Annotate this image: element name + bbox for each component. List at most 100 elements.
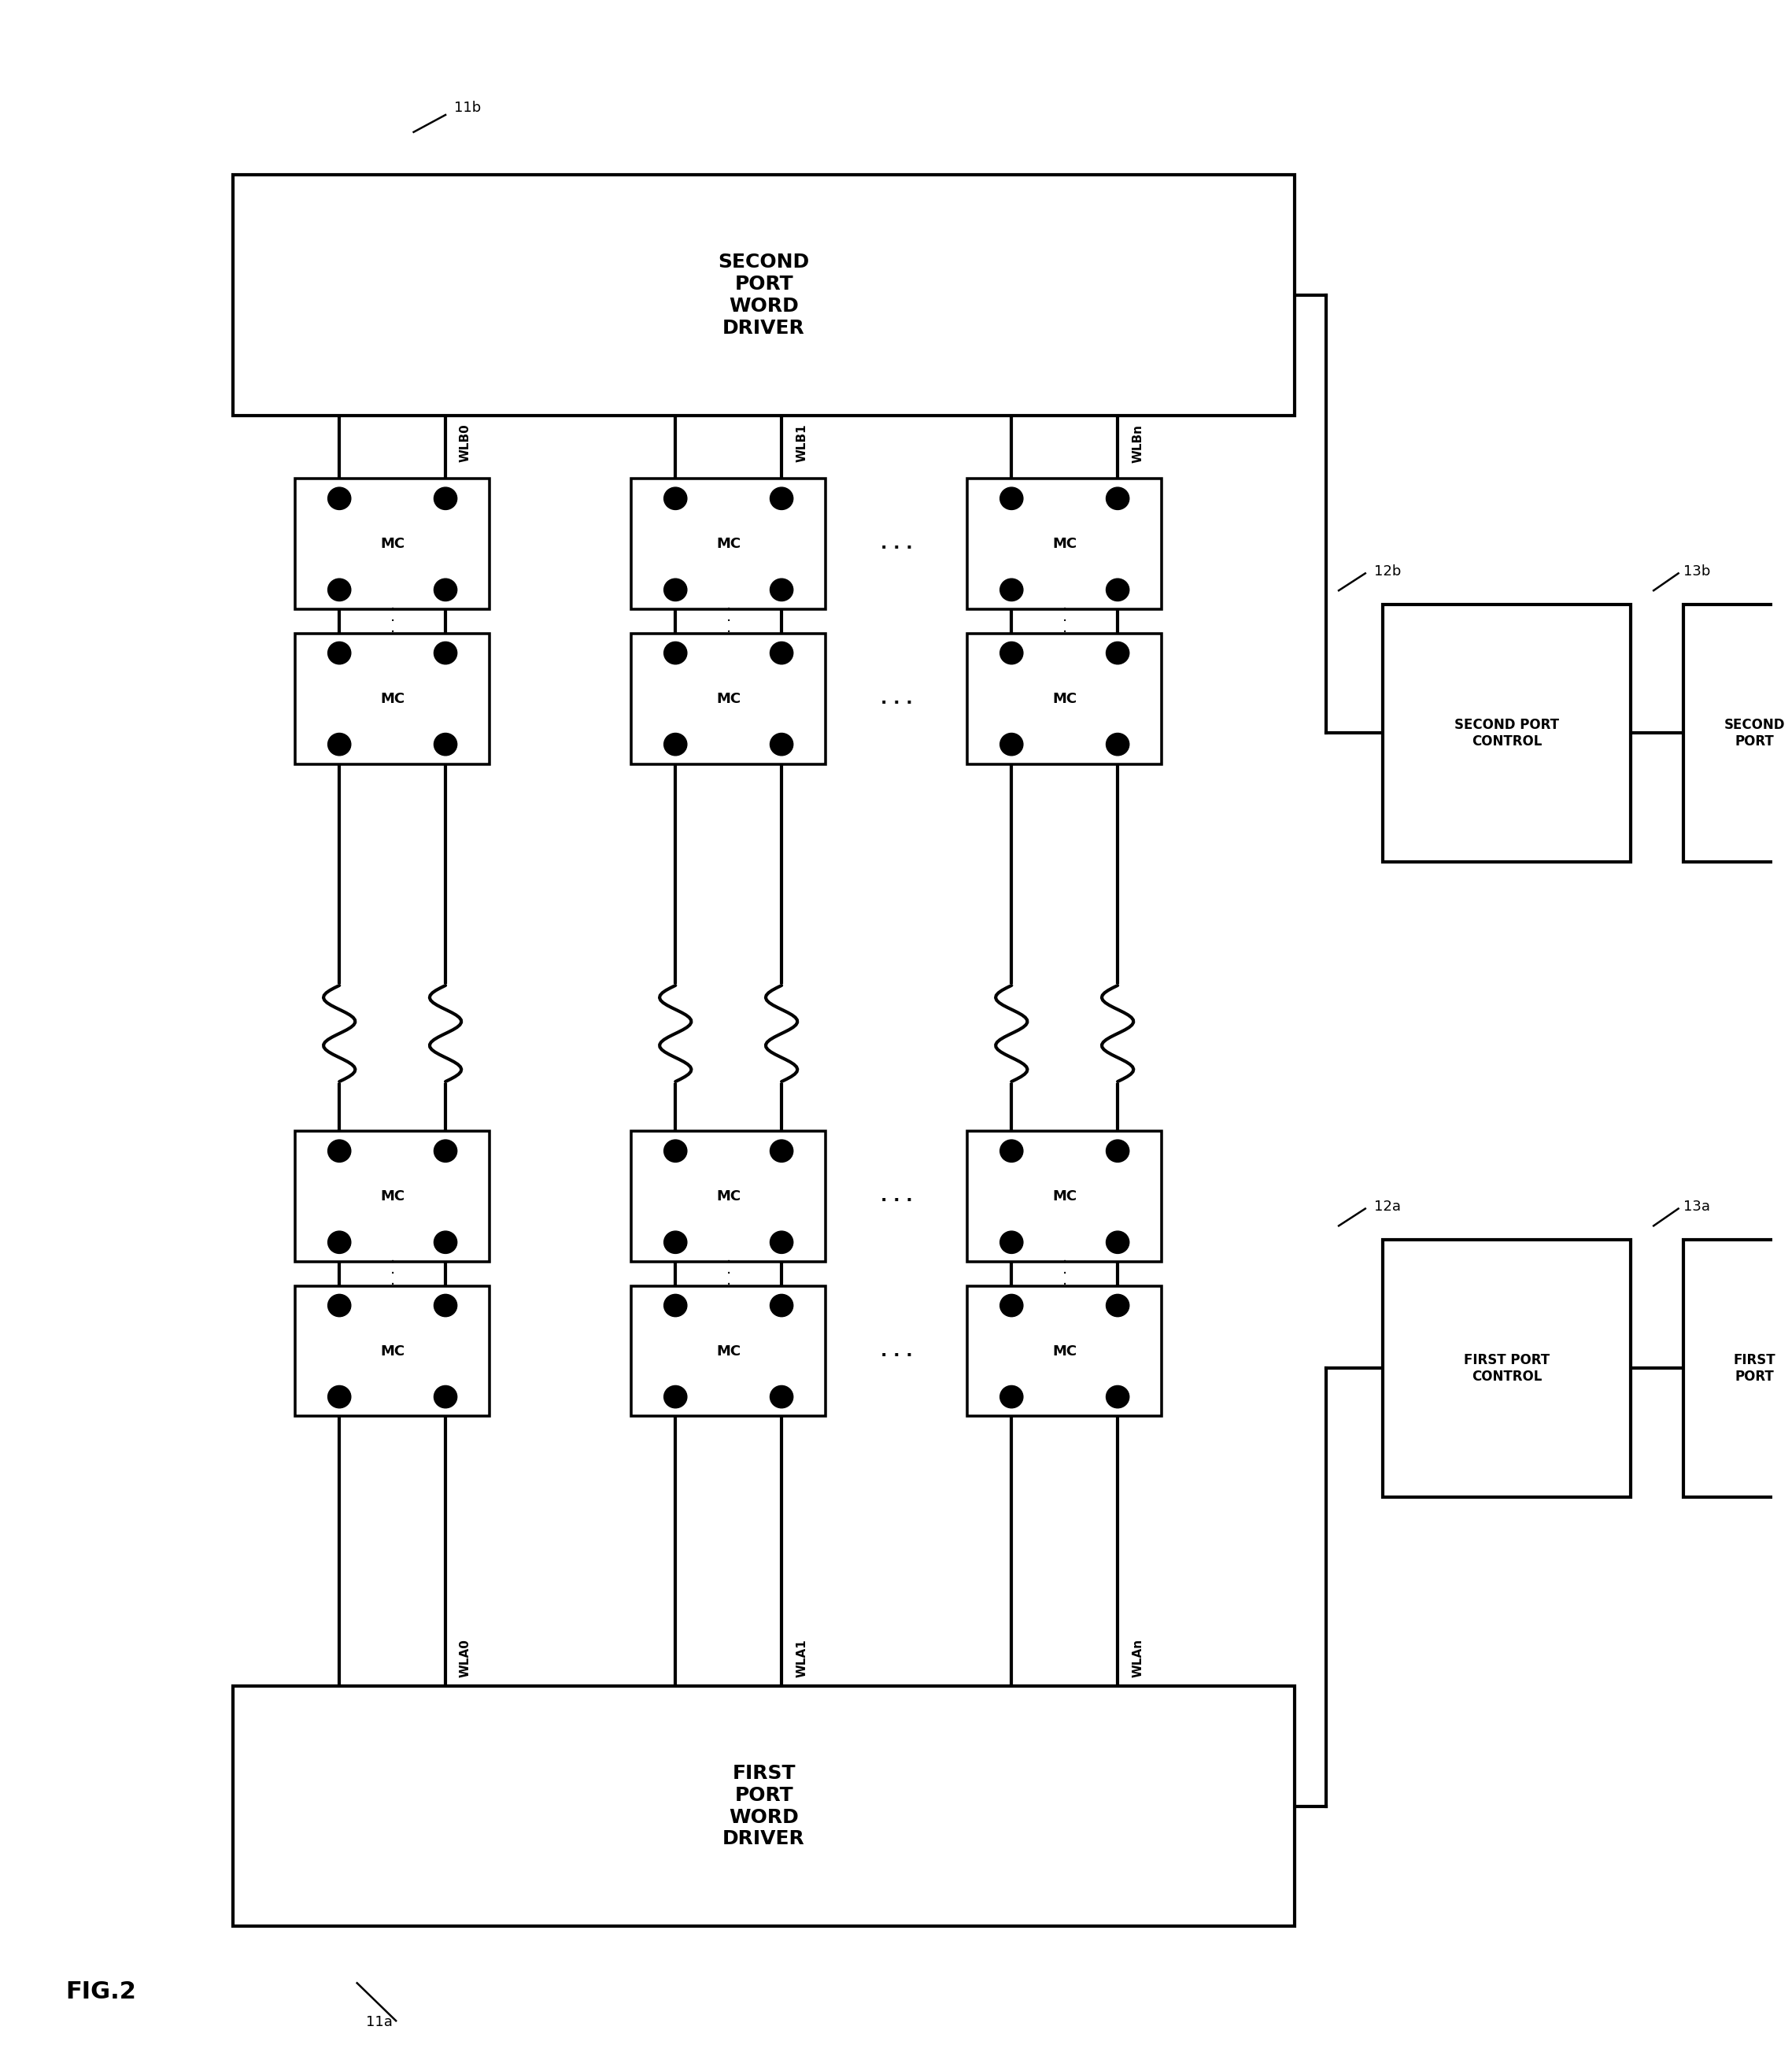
Circle shape	[665, 488, 686, 511]
Circle shape	[771, 1139, 794, 1162]
Text: MC: MC	[380, 537, 405, 552]
Bar	[296, 633, 489, 765]
Circle shape	[665, 643, 686, 664]
Text: WLB0: WLB0	[459, 424, 471, 463]
Circle shape	[1000, 1139, 1023, 1162]
Circle shape	[771, 734, 794, 757]
Text: 12b: 12b	[1374, 564, 1401, 579]
Circle shape	[771, 1385, 794, 1408]
Bar	[968, 1286, 1161, 1416]
Circle shape	[1106, 1385, 1129, 1408]
Circle shape	[328, 734, 351, 757]
Bar	[631, 633, 826, 765]
Text: 13b: 13b	[1684, 564, 1711, 579]
Circle shape	[1000, 488, 1023, 511]
Text: MC: MC	[380, 692, 405, 705]
Text: MC: MC	[717, 1344, 740, 1358]
Text: . . .: . . .	[880, 690, 912, 707]
Circle shape	[434, 734, 457, 757]
Circle shape	[665, 1294, 686, 1317]
Circle shape	[328, 643, 351, 664]
Bar	[968, 480, 1161, 610]
Text: FIG.2: FIG.2	[65, 1980, 136, 2003]
Text: MC: MC	[1052, 1189, 1077, 1203]
Text: FIRST PORT
CONTROL: FIRST PORT CONTROL	[1464, 1354, 1550, 1383]
Circle shape	[434, 1294, 457, 1317]
Circle shape	[1106, 734, 1129, 757]
Text: WLA0: WLA0	[459, 1639, 471, 1678]
Text: FIRST
PORT: FIRST PORT	[1733, 1354, 1776, 1383]
Circle shape	[434, 1139, 457, 1162]
Text: ·
·
·: · · ·	[1063, 601, 1066, 641]
Text: MC: MC	[380, 1344, 405, 1358]
Text: MC: MC	[1052, 537, 1077, 552]
Circle shape	[771, 1232, 794, 1253]
Circle shape	[771, 1294, 794, 1317]
Text: MC: MC	[1052, 692, 1077, 705]
Circle shape	[328, 579, 351, 601]
Circle shape	[1106, 488, 1129, 511]
Circle shape	[665, 734, 686, 757]
Text: . . .: . . .	[880, 1344, 912, 1358]
Bar	[1684, 604, 1792, 862]
Circle shape	[328, 1385, 351, 1408]
Bar	[631, 1131, 826, 1261]
Circle shape	[665, 1232, 686, 1253]
Circle shape	[1106, 1139, 1129, 1162]
Bar	[1684, 1240, 1792, 1497]
Circle shape	[1000, 734, 1023, 757]
Text: . . .: . . .	[880, 535, 912, 552]
Bar	[968, 1131, 1161, 1261]
Text: SECOND
PORT: SECOND PORT	[1724, 717, 1785, 748]
Circle shape	[665, 579, 686, 601]
Circle shape	[1106, 643, 1129, 664]
Text: ·
·
·: · · ·	[391, 1255, 394, 1292]
Text: WLA1: WLA1	[796, 1639, 808, 1678]
Bar	[296, 480, 489, 610]
Text: WLAn: WLAn	[1133, 1639, 1143, 1678]
Text: ·
·
·: · · ·	[1063, 1255, 1066, 1292]
Text: ·
·
·: · · ·	[391, 601, 394, 641]
Text: 13a: 13a	[1684, 1199, 1710, 1213]
Circle shape	[1000, 643, 1023, 664]
Circle shape	[328, 1232, 351, 1253]
Bar	[1383, 604, 1631, 862]
Bar	[233, 1687, 1294, 1926]
Text: MC: MC	[717, 537, 740, 552]
Text: MC: MC	[717, 1189, 740, 1203]
Bar	[631, 1286, 826, 1416]
Circle shape	[434, 579, 457, 601]
Text: ·
·
·: · · ·	[726, 601, 731, 641]
Text: SECOND PORT
CONTROL: SECOND PORT CONTROL	[1455, 717, 1559, 748]
Circle shape	[434, 488, 457, 511]
Bar	[233, 176, 1294, 415]
Circle shape	[771, 643, 794, 664]
Circle shape	[665, 1139, 686, 1162]
Circle shape	[328, 488, 351, 511]
Circle shape	[771, 579, 794, 601]
Text: MC: MC	[380, 1189, 405, 1203]
Text: MC: MC	[1052, 1344, 1077, 1358]
Bar	[968, 633, 1161, 765]
Text: . . .: . . .	[880, 1189, 912, 1205]
Circle shape	[328, 1294, 351, 1317]
Circle shape	[434, 1385, 457, 1408]
Text: WLB1: WLB1	[796, 424, 808, 463]
Circle shape	[665, 1385, 686, 1408]
Text: WLBn: WLBn	[1133, 424, 1143, 463]
Bar	[296, 1286, 489, 1416]
Text: FIRST
PORT
WORD
DRIVER: FIRST PORT WORD DRIVER	[722, 1763, 805, 1848]
Circle shape	[434, 643, 457, 664]
Circle shape	[434, 1232, 457, 1253]
Circle shape	[1106, 1294, 1129, 1317]
Circle shape	[328, 1139, 351, 1162]
Bar	[296, 1131, 489, 1261]
Text: MC: MC	[717, 692, 740, 705]
Circle shape	[1000, 1385, 1023, 1408]
Text: 11b: 11b	[455, 101, 482, 116]
Text: 12a: 12a	[1374, 1199, 1401, 1213]
Circle shape	[1106, 579, 1129, 601]
Text: SECOND
PORT
WORD
DRIVER: SECOND PORT WORD DRIVER	[719, 252, 810, 337]
Bar	[1383, 1240, 1631, 1497]
Text: 11a: 11a	[366, 2015, 392, 2030]
